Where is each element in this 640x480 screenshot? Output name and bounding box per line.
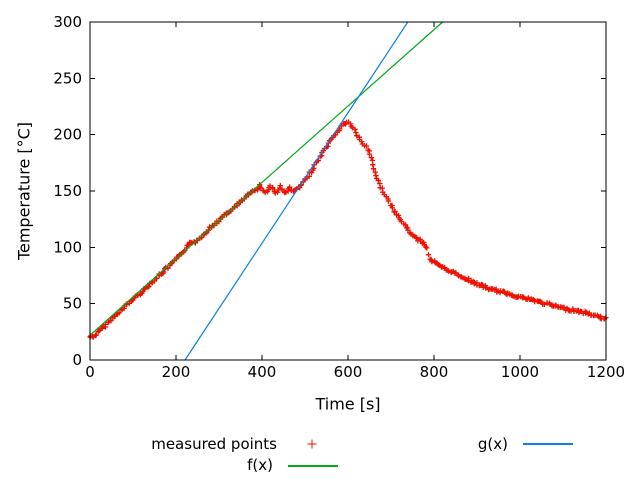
- legend-line-sample-f: [288, 465, 338, 467]
- x-tick-label: 400: [248, 363, 277, 381]
- y-tick-label: 250: [53, 69, 82, 87]
- x-tick-label: 600: [334, 363, 363, 381]
- legend-label-measured-points: measured points: [151, 435, 277, 453]
- x-tick-label: 1200: [587, 363, 625, 381]
- x-tick-label: 1000: [501, 363, 539, 381]
- y-tick-label: 200: [53, 126, 82, 144]
- y-axis-title: Temperature [°C]: [14, 121, 34, 261]
- fit-line-gx: [184, 21, 409, 361]
- measured-points-series: [87, 119, 609, 340]
- y-tick-label: 0: [72, 351, 82, 369]
- axis-ticks: [89, 21, 607, 361]
- y-tick-label: 100: [53, 238, 82, 256]
- y-tick-label: 300: [53, 13, 82, 31]
- y-tick-label: 150: [53, 182, 82, 200]
- x-tick-label: 0: [85, 363, 95, 381]
- plot-border: [89, 21, 607, 361]
- y-tick-label: 50: [63, 295, 82, 313]
- x-axis-title: Time [s]: [315, 394, 381, 414]
- legend-label-g: g(x): [477, 435, 508, 453]
- plus-marker-icon: [307, 439, 317, 449]
- x-tick-label: 800: [420, 363, 449, 381]
- x-tick-label: 200: [162, 363, 191, 381]
- legend-label-f: f(x): [247, 456, 273, 474]
- legend-line-sample-g: [523, 443, 573, 445]
- fit-line-fx: [89, 21, 443, 336]
